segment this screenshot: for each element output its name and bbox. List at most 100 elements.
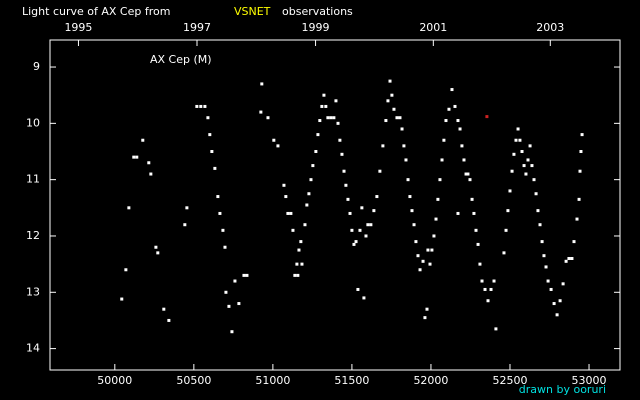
data-point [375,195,379,199]
x-tick-label: 52500 [492,374,527,387]
data-point [293,273,297,277]
data-point [408,195,412,199]
data-point [354,240,358,244]
data-point [466,172,470,176]
data-point [472,211,476,215]
data-point [492,279,496,283]
data-point [360,206,364,210]
data-point [460,144,464,148]
data-point [395,116,399,120]
data-point [528,144,532,148]
data-point [390,93,394,97]
data-point [428,262,432,266]
data-point [489,287,493,291]
data-point [242,273,246,277]
data-point [406,178,410,182]
x-tick-label: 50000 [97,374,132,387]
data-point [322,93,326,97]
data-point [464,172,468,176]
data-point [567,256,571,260]
data-point [203,104,207,108]
data-point [456,211,460,215]
data-point [364,234,368,238]
data-point [577,197,581,201]
data-point [208,133,212,137]
data-point [297,248,301,252]
data-point [440,158,444,162]
data-point [421,259,425,263]
data-point [120,297,124,301]
data-point [154,245,158,249]
data-point [245,273,249,277]
data-point [392,107,396,111]
data-point [221,228,225,232]
data-point [260,82,264,86]
data-point [381,144,385,148]
data-point [512,152,516,156]
data-point [402,144,406,148]
data-point [276,144,280,148]
data-point [458,127,462,131]
data-point [300,262,304,266]
x-tick-label: 50500 [176,374,211,387]
data-point [404,158,408,162]
data-point [442,138,446,142]
data-point [570,256,574,260]
data-point [447,107,451,111]
data-point [299,240,303,244]
y-tick-label: 12 [26,229,40,242]
data-point [470,197,474,201]
data-point [453,104,457,108]
data-point [514,138,518,142]
data-point [474,228,478,232]
data-point [303,223,307,227]
data-point [468,178,472,182]
data-point [223,245,227,249]
data-point [362,296,366,300]
data-point [438,178,442,182]
data-point [423,316,427,320]
data-point [434,217,438,221]
data-point [340,152,344,156]
data-point [432,234,436,238]
chart-title: Light curve of AX Cep from [22,5,170,18]
y-tick-label: 10 [26,116,40,129]
data-point [480,279,484,283]
credit: drawn by ooruri [519,383,606,396]
data-point [456,119,460,123]
data-point [183,223,187,227]
y-tick-label: 11 [26,173,40,186]
data-point [233,279,237,283]
x2-tick-label: 2001 [419,21,447,34]
data-point [216,195,220,199]
y-tick-label: 13 [26,285,40,298]
y-tick-label: 9 [33,60,40,73]
data-point [579,150,583,154]
data-point [526,158,530,162]
data-point [418,268,422,272]
data-point [230,330,234,334]
data-point [147,161,151,165]
data-point [218,211,222,215]
data-point [538,223,542,227]
data-point [289,211,293,215]
data-point [237,302,241,306]
data-point [132,155,136,159]
data-point [162,307,166,311]
data-point [342,169,346,173]
data-point [532,178,536,182]
data-point [398,116,402,120]
data-point [199,104,203,108]
data-point [320,104,324,108]
data-point [494,327,498,331]
data-point [530,164,534,168]
data-point [400,127,404,131]
data-point [430,248,434,252]
data-point [318,119,322,123]
x2-tick-label: 2003 [536,21,564,34]
data-point [336,121,340,125]
data-point [286,211,290,215]
data-point [575,217,579,221]
data-point [358,228,362,232]
